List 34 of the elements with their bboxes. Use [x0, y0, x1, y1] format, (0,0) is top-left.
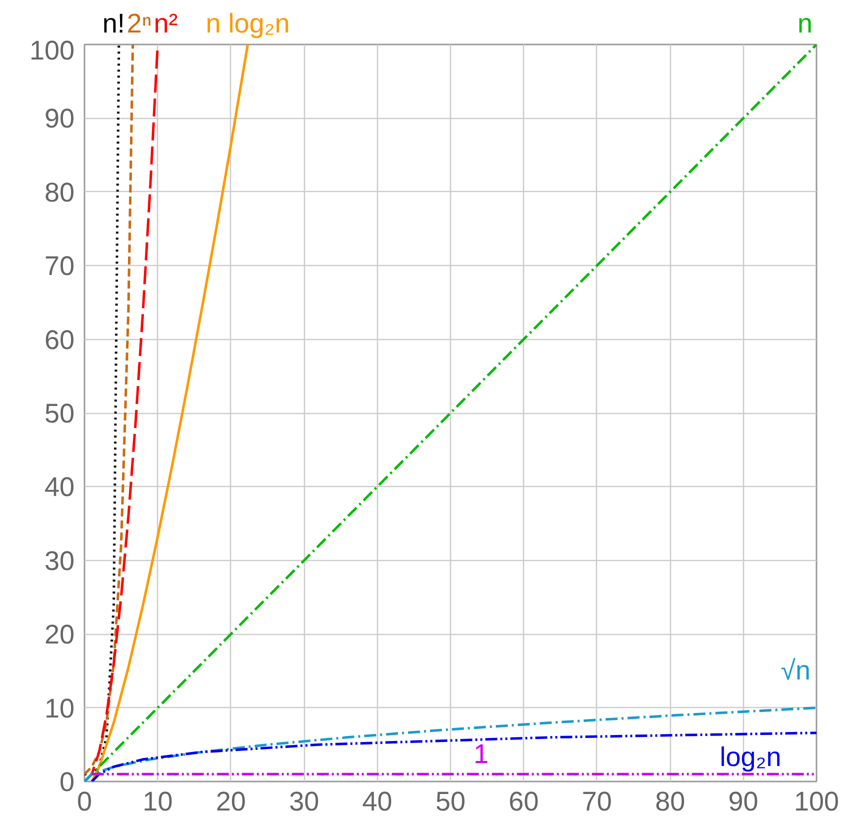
series-label: √n	[780, 656, 811, 686]
x-tick-label: 80	[655, 786, 686, 816]
series-label: n log₂n	[206, 8, 290, 38]
y-tick-label: 100	[29, 36, 75, 66]
x-tick-label: 50	[435, 786, 466, 816]
y-tick-label: 80	[44, 177, 75, 208]
line-series	[84, 44, 120, 776]
series-label: log₂n	[720, 742, 782, 772]
x-tick-label: 20	[216, 786, 246, 816]
x-tick-label: 100	[794, 786, 840, 816]
y-tick-label: 20	[44, 620, 75, 650]
x-tick-label: 70	[582, 786, 612, 816]
series-label: 2ⁿ	[126, 8, 152, 38]
y-tick-label: 30	[44, 546, 75, 576]
line-series	[90, 732, 816, 782]
y-tick-label: 0	[59, 767, 75, 797]
y-tick-label: 90	[44, 104, 75, 134]
y-tick-label: 40	[44, 472, 75, 502]
x-tick-label: 10	[142, 786, 173, 816]
series-label: n!	[102, 8, 125, 38]
series-label: n²	[154, 8, 178, 38]
y-tick-label: 70	[44, 251, 75, 282]
line-series	[84, 706, 816, 782]
series-label: n	[797, 8, 813, 38]
y-tick-label: 10	[44, 693, 75, 724]
y-tick-label: 60	[44, 324, 75, 355]
x-tick-label: 30	[289, 786, 320, 816]
x-tick-label: 60	[508, 786, 539, 816]
line-series	[90, 44, 249, 782]
x-tick-label: 90	[728, 786, 758, 816]
line-series	[84, 44, 134, 776]
series-label: 1	[474, 739, 489, 770]
x-tick-label: 40	[362, 786, 392, 816]
y-tick-label: 50	[44, 398, 75, 428]
